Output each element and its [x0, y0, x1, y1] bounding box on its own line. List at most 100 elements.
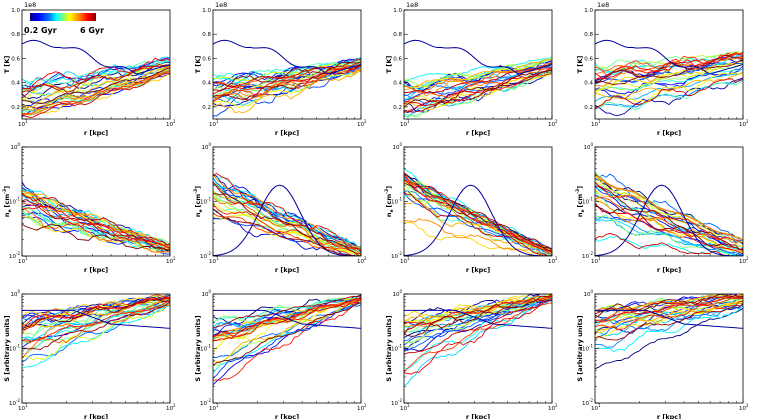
x-tick-exponent: 2 — [555, 256, 558, 261]
x-tick-label: 101 — [591, 256, 601, 265]
y-tick-label: 10-2 — [9, 251, 20, 260]
x-tick-label: 102 — [166, 256, 176, 265]
series-line — [213, 213, 355, 256]
colorbar-label-max: 6 Gyr — [80, 26, 104, 35]
series-line-outlier — [595, 309, 743, 329]
series-line — [404, 187, 552, 254]
y-tick-label: 10-1 — [200, 197, 211, 206]
series-line — [22, 206, 170, 252]
series-line — [404, 199, 548, 256]
y-tick-exponent: 0 — [590, 142, 593, 147]
y-tick-label: 0.2 — [393, 105, 402, 111]
series-line — [22, 303, 170, 361]
x-tick-exponent: 1 — [598, 119, 601, 124]
x-axis-label: r [kpc] — [466, 129, 490, 137]
series-line — [22, 301, 170, 342]
panel-T-1: 101 102 0.2 0.4 0.6 0.8 1.0 1e8 r [kpc] T [K] — [3, 1, 176, 137]
y-tick-label: 10-2 — [582, 251, 593, 260]
y-label-close: ] — [576, 186, 584, 189]
series-line — [213, 202, 361, 256]
series-line — [22, 71, 170, 115]
x-tick-exponent: 2 — [364, 119, 367, 124]
y-tick-exponent: 0 — [17, 289, 20, 294]
y-tick-exponent: 0 — [208, 289, 211, 294]
series-line — [404, 66, 552, 106]
y-tick-label: 0.2 — [584, 105, 593, 111]
y-label-subscript: e — [390, 209, 395, 212]
series-line — [404, 297, 552, 345]
x-tick-label: 101 — [400, 119, 410, 128]
y-tick-label: 0.8 — [202, 32, 211, 38]
y-tick-exponent: -1 — [589, 197, 593, 202]
y-axis-label: ne[cm-3] — [384, 186, 395, 217]
series-line — [595, 308, 743, 370]
series-group — [213, 294, 361, 386]
series-line — [22, 59, 170, 88]
y-tick-label: 0.6 — [584, 56, 593, 62]
series-line — [22, 64, 170, 99]
series-line — [404, 58, 552, 82]
series-line — [213, 208, 361, 256]
y-tick-exponent: -2 — [589, 398, 593, 403]
x-tick-label: 101 — [400, 256, 410, 265]
series-line — [595, 173, 743, 240]
series-line — [213, 67, 361, 107]
series-line — [595, 203, 743, 250]
y-label-close: ] — [3, 186, 11, 189]
series-line — [213, 302, 361, 373]
series-group — [213, 172, 361, 256]
series-line-outlier — [595, 39, 743, 75]
series-line — [213, 300, 361, 386]
series-line — [404, 72, 552, 109]
series-line — [595, 232, 731, 256]
x-axis-label: r [kpc] — [466, 266, 490, 274]
y-tick-label: 10-1 — [582, 197, 593, 206]
y-tick-exponent: -2 — [398, 251, 402, 256]
panel-T-2: 101 102 0.2 0.4 0.6 0.8 1.0 1e8 r [kpc] T [K] — [194, 1, 367, 137]
y-tick-exponent: 0 — [590, 289, 593, 294]
x-axis-label: r [kpc] — [84, 129, 108, 137]
y-label-subscript: e — [199, 209, 204, 212]
series-line-outlier — [595, 184, 743, 256]
series-line — [595, 61, 743, 92]
y-label-unit: [cm — [576, 194, 584, 208]
series-line — [404, 295, 552, 332]
series-line — [213, 297, 361, 328]
x-tick-label: 102 — [739, 403, 749, 412]
series-group — [595, 294, 743, 370]
series-line — [22, 57, 170, 90]
y-axis-label: T [K] — [194, 56, 202, 74]
axes-frame — [212, 9, 362, 120]
series-line-outlier — [404, 309, 552, 329]
series-line — [595, 78, 743, 110]
series-line — [22, 63, 170, 101]
series-line — [213, 197, 361, 256]
axes-frame — [21, 9, 171, 120]
series-line — [404, 295, 552, 375]
series-line — [404, 297, 552, 336]
series-line — [22, 192, 170, 245]
y-tick-label: 0.2 — [202, 105, 211, 111]
y-offset-label: 1e8 — [215, 1, 227, 9]
x-tick-exponent: 2 — [364, 403, 367, 408]
y-tick-label: 0.6 — [393, 56, 402, 62]
y-tick-label: 10-1 — [391, 197, 402, 206]
series-line — [213, 302, 361, 366]
series-line — [595, 205, 743, 256]
axes-frame — [403, 9, 553, 120]
y-tick-label: 1.0 — [11, 8, 20, 14]
series-line — [213, 299, 361, 363]
colorbar-gradient — [30, 13, 96, 21]
series-group — [22, 294, 170, 369]
series-line-outlier — [22, 39, 170, 75]
y-tick-exponent: 0 — [399, 289, 402, 294]
x-tick-label: 101 — [18, 403, 28, 412]
series-line — [22, 192, 170, 248]
series-line — [595, 72, 743, 110]
x-tick-exponent: 2 — [173, 403, 176, 408]
series-line — [404, 297, 552, 352]
